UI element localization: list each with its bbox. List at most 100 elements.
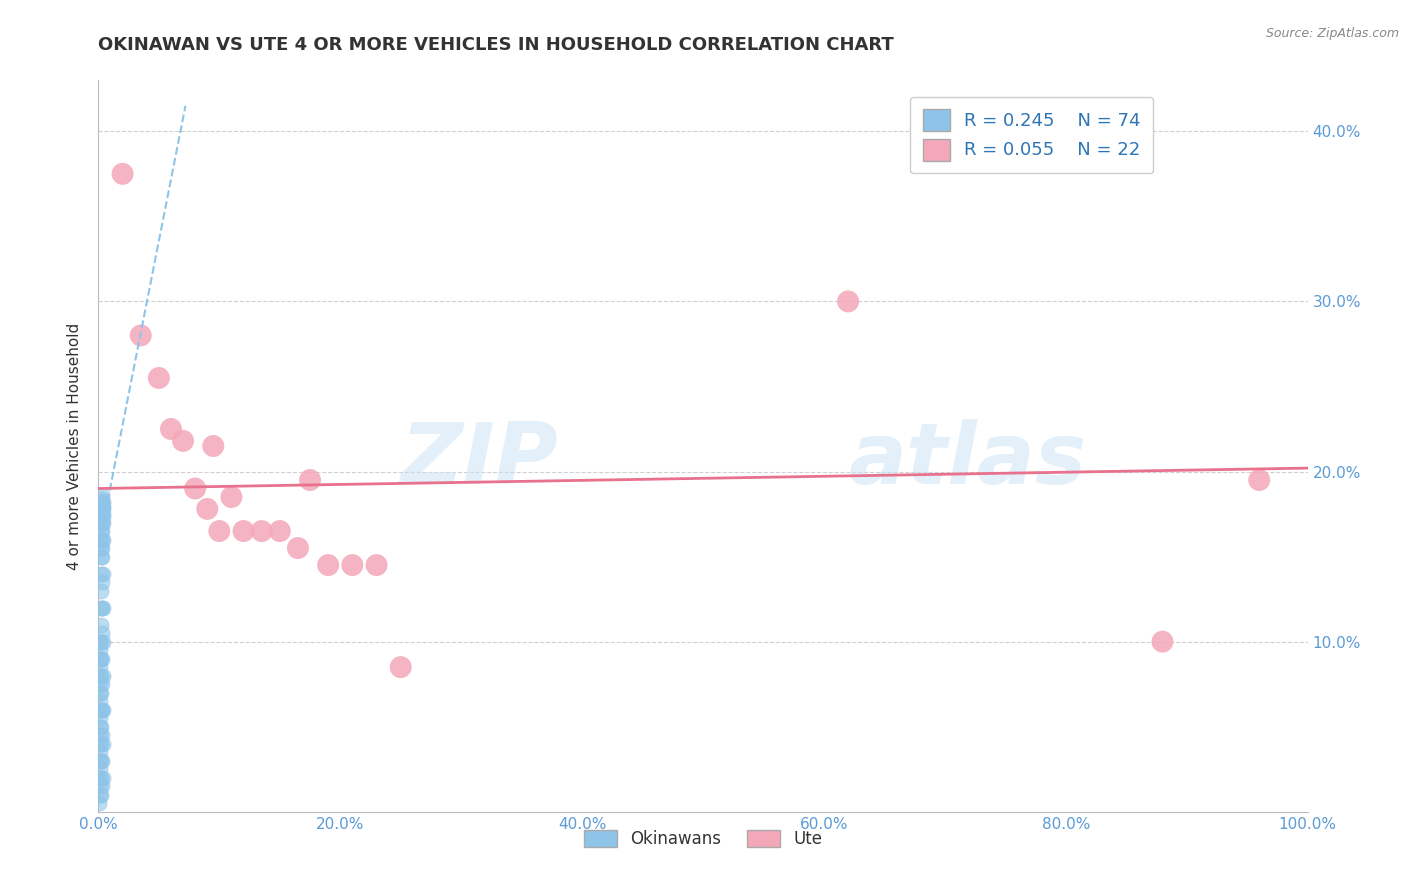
- Point: [366, 558, 388, 572]
- Text: atlas: atlas: [848, 419, 1087, 502]
- Point: [389, 660, 412, 674]
- Point: [89, 745, 111, 759]
- Point: [90, 533, 112, 547]
- Point: [89, 788, 111, 802]
- Point: [91, 779, 114, 793]
- Point: [91, 499, 114, 513]
- Point: [250, 524, 273, 538]
- Point: [91, 495, 114, 509]
- Point: [91, 754, 114, 768]
- Point: [89, 771, 111, 785]
- Point: [316, 558, 339, 572]
- Point: [91, 516, 114, 530]
- Text: Source: ZipAtlas.com: Source: ZipAtlas.com: [1265, 27, 1399, 40]
- Point: [91, 771, 114, 785]
- Point: [89, 660, 111, 674]
- Point: [221, 490, 243, 504]
- Y-axis label: 4 or more Vehicles in Household: 4 or more Vehicles in Household: [67, 322, 83, 570]
- Point: [91, 677, 114, 691]
- Point: [91, 507, 114, 521]
- Point: [160, 422, 183, 436]
- Point: [287, 541, 309, 555]
- Point: [91, 495, 114, 509]
- Point: [91, 600, 114, 615]
- Point: [89, 668, 111, 682]
- Point: [90, 617, 112, 632]
- Point: [91, 502, 114, 516]
- Point: [91, 651, 114, 665]
- Point: [91, 533, 114, 547]
- Point: [91, 510, 114, 524]
- Point: [148, 371, 170, 385]
- Point: [89, 694, 111, 708]
- Point: [111, 167, 134, 181]
- Point: [89, 720, 111, 734]
- Point: [90, 703, 112, 717]
- Point: [1152, 634, 1174, 648]
- Point: [91, 491, 114, 506]
- Point: [91, 499, 114, 513]
- Point: [195, 502, 218, 516]
- Point: [90, 583, 112, 598]
- Point: [202, 439, 225, 453]
- Point: [90, 754, 112, 768]
- Point: [91, 575, 114, 590]
- Point: [269, 524, 291, 538]
- Point: [89, 686, 111, 700]
- Point: [90, 771, 112, 785]
- Point: [89, 711, 111, 725]
- Legend: Okinawans, Ute: Okinawans, Ute: [578, 823, 828, 855]
- Point: [91, 737, 114, 751]
- Point: [129, 328, 152, 343]
- Point: [89, 737, 111, 751]
- Point: [91, 533, 114, 547]
- Point: [91, 541, 114, 555]
- Point: [91, 507, 114, 521]
- Point: [90, 507, 112, 521]
- Point: [91, 728, 114, 742]
- Point: [89, 651, 111, 665]
- Point: [89, 754, 111, 768]
- Point: [90, 566, 112, 581]
- Point: [91, 600, 114, 615]
- Point: [184, 482, 207, 496]
- Point: [91, 502, 114, 516]
- Point: [90, 600, 112, 615]
- Point: [91, 703, 114, 717]
- Point: [89, 643, 111, 657]
- Point: [90, 549, 112, 564]
- Point: [89, 677, 111, 691]
- Point: [89, 779, 111, 793]
- Text: ZIP: ZIP: [401, 419, 558, 502]
- Point: [208, 524, 231, 538]
- Text: OKINAWAN VS UTE 4 OR MORE VEHICLES IN HOUSEHOLD CORRELATION CHART: OKINAWAN VS UTE 4 OR MORE VEHICLES IN HO…: [98, 36, 894, 54]
- Point: [90, 651, 112, 665]
- Point: [91, 566, 114, 581]
- Point: [90, 516, 112, 530]
- Point: [342, 558, 364, 572]
- Point: [87, 796, 110, 810]
- Point: [91, 549, 114, 564]
- Point: [90, 686, 112, 700]
- Point: [90, 720, 112, 734]
- Point: [91, 634, 114, 648]
- Point: [1249, 473, 1271, 487]
- Point: [172, 434, 194, 448]
- Point: [91, 668, 114, 682]
- Point: [91, 703, 114, 717]
- Point: [837, 294, 859, 309]
- Point: [232, 524, 254, 538]
- Point: [91, 524, 114, 538]
- Point: [91, 626, 114, 640]
- Point: [89, 634, 111, 648]
- Point: [90, 634, 112, 648]
- Point: [91, 516, 114, 530]
- Point: [91, 488, 114, 502]
- Point: [90, 788, 112, 802]
- Point: [89, 728, 111, 742]
- Point: [89, 703, 111, 717]
- Point: [90, 737, 112, 751]
- Point: [90, 668, 112, 682]
- Point: [90, 541, 112, 555]
- Point: [90, 524, 112, 538]
